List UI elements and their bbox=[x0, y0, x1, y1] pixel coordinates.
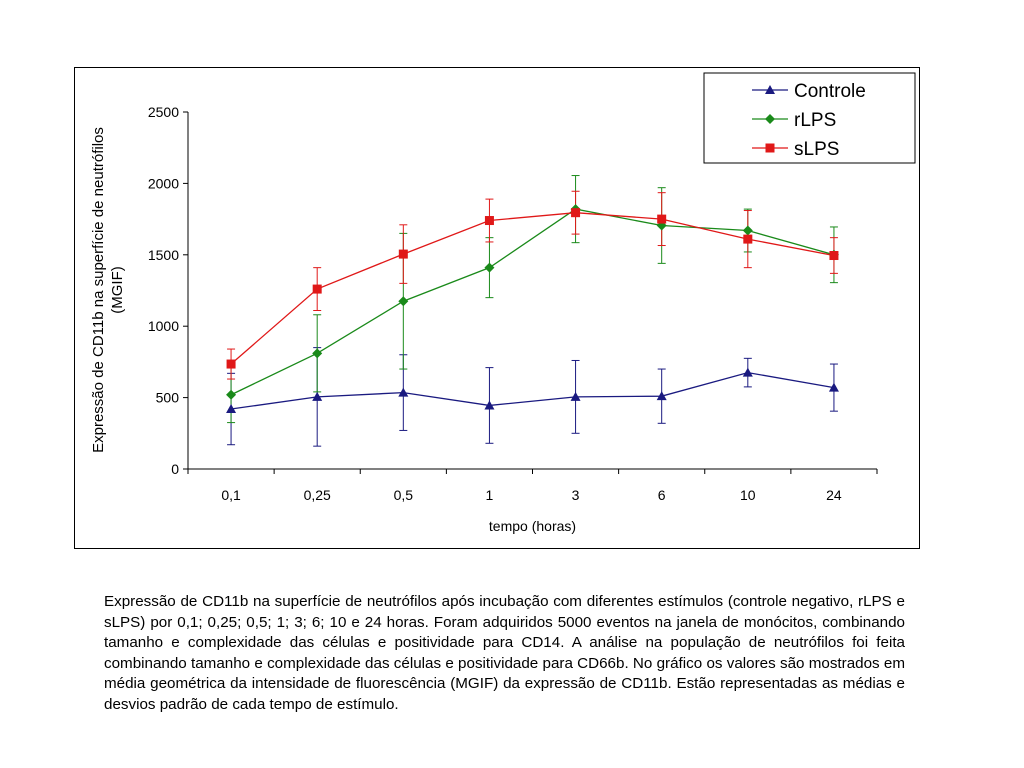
data-point bbox=[742, 367, 753, 377]
legend-label: sLPS bbox=[794, 139, 839, 160]
y-axis-title: Expressão de CD11b na superfície de neut… bbox=[90, 127, 126, 453]
data-point bbox=[571, 208, 581, 218]
data-point bbox=[742, 225, 753, 236]
x-tick-label: 6 bbox=[658, 487, 666, 503]
figure-caption: Expressão de CD11b na superfície de neut… bbox=[104, 593, 905, 713]
y-tick-label: 500 bbox=[156, 390, 180, 406]
legend-label: Controle bbox=[794, 81, 866, 102]
x-axis-title: tempo (horas) bbox=[489, 518, 576, 534]
x-tick-label: 0,25 bbox=[304, 487, 331, 503]
series-line bbox=[230, 371, 835, 410]
y-tick-label: 2500 bbox=[148, 104, 179, 120]
data-point bbox=[656, 391, 667, 401]
data-point bbox=[743, 234, 753, 244]
y-tick-label: 0 bbox=[171, 461, 179, 477]
data-point bbox=[398, 387, 409, 397]
data-point bbox=[398, 296, 409, 307]
y-tick-label: 1500 bbox=[148, 247, 179, 263]
data-point bbox=[484, 216, 494, 226]
legend-marker bbox=[765, 114, 775, 124]
data-point bbox=[570, 391, 581, 401]
legend-marker bbox=[765, 85, 775, 94]
data-point bbox=[312, 348, 323, 359]
y-tick-label: 1000 bbox=[148, 318, 179, 334]
x-tick-label: 0,1 bbox=[221, 487, 241, 503]
data-point bbox=[829, 251, 839, 261]
x-tick-label: 3 bbox=[572, 487, 580, 503]
line-chart: 0 500 1000 1500 2000 2500 0,1 0,25 0,5 1 3 6 10 24 tem… bbox=[90, 72, 916, 534]
data-point bbox=[226, 404, 237, 414]
data-point bbox=[312, 391, 323, 401]
x-tick-label: 10 bbox=[740, 487, 756, 503]
x-tick-label: 0,5 bbox=[394, 487, 414, 503]
data-point bbox=[657, 214, 667, 224]
data-point bbox=[828, 382, 839, 392]
legend-label: rLPS bbox=[794, 110, 836, 131]
data-point bbox=[484, 400, 495, 410]
data-point bbox=[398, 249, 408, 259]
data-point bbox=[226, 359, 236, 369]
data-point bbox=[484, 262, 495, 273]
data-point bbox=[226, 389, 237, 400]
x-tick-label: 1 bbox=[486, 487, 494, 503]
data-point bbox=[312, 284, 322, 294]
legend-marker bbox=[765, 143, 775, 153]
series-line bbox=[230, 212, 835, 365]
x-tick-label: 24 bbox=[826, 487, 842, 503]
y-axis-title-line: (MGIF) bbox=[109, 266, 126, 313]
series-line bbox=[230, 208, 835, 396]
y-axis-title-line: Expressão de CD11b na superfície de neut… bbox=[90, 127, 107, 453]
y-tick-label: 2000 bbox=[148, 175, 179, 191]
legend bbox=[703, 72, 916, 164]
